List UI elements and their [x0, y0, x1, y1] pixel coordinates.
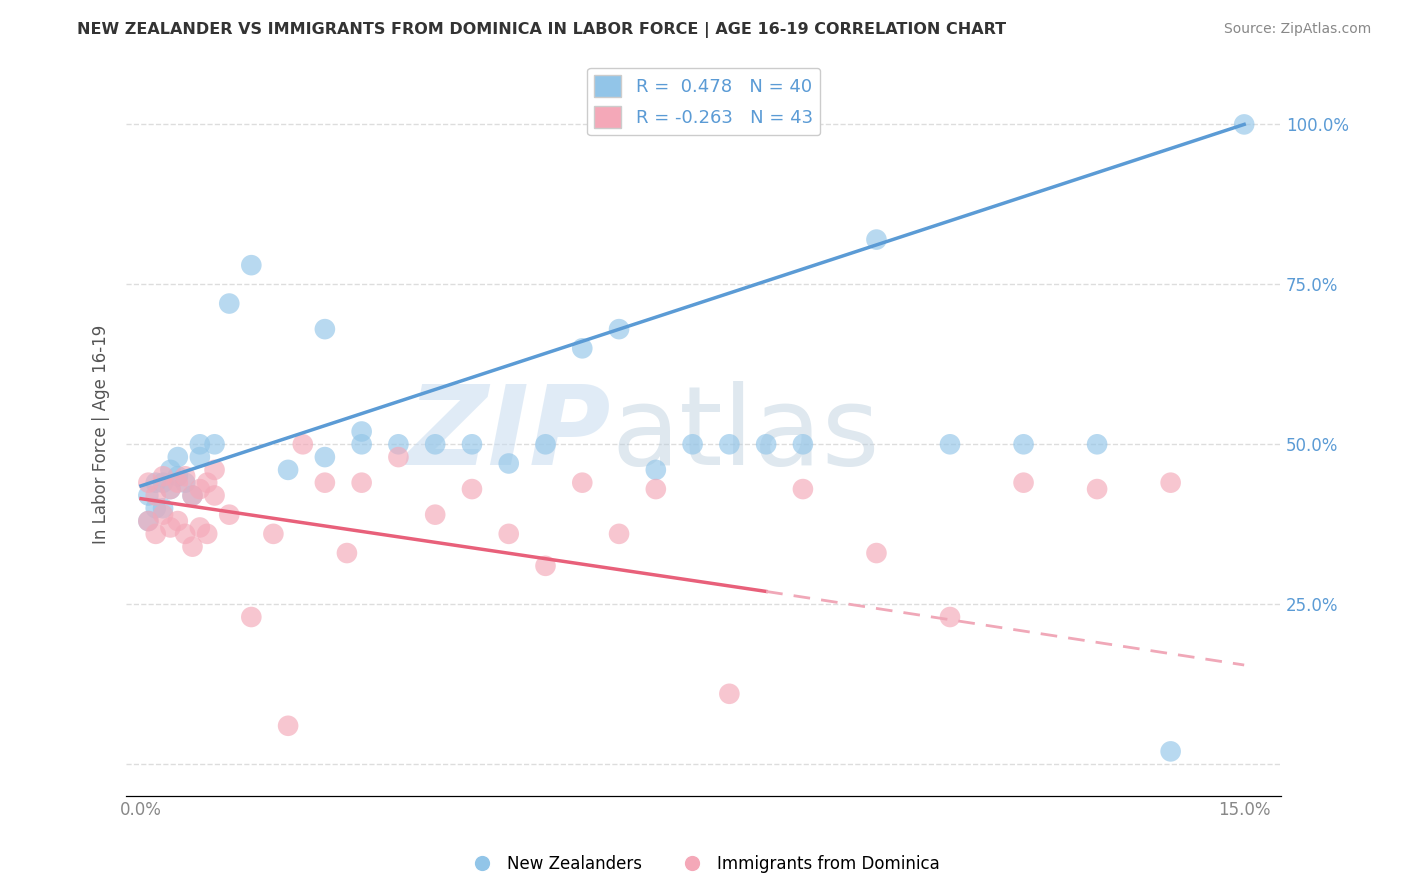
Point	[755, 437, 778, 451]
Point	[218, 508, 240, 522]
Point	[204, 437, 226, 451]
Point	[174, 475, 197, 490]
Point	[159, 520, 181, 534]
Point	[166, 450, 188, 464]
Point	[571, 475, 593, 490]
Point	[204, 463, 226, 477]
Point	[145, 475, 167, 490]
Point	[1233, 117, 1256, 131]
Point	[218, 296, 240, 310]
Y-axis label: In Labor Force | Age 16-19: In Labor Force | Age 16-19	[93, 325, 110, 544]
Point	[1012, 475, 1035, 490]
Point	[166, 475, 188, 490]
Point	[152, 501, 174, 516]
Point	[240, 258, 263, 272]
Point	[314, 322, 336, 336]
Point	[350, 437, 373, 451]
Point	[461, 482, 484, 496]
Point	[939, 437, 962, 451]
Text: NEW ZEALANDER VS IMMIGRANTS FROM DOMINICA IN LABOR FORCE | AGE 16-19 CORRELATION: NEW ZEALANDER VS IMMIGRANTS FROM DOMINIC…	[77, 22, 1007, 38]
Point	[718, 437, 741, 451]
Point	[718, 687, 741, 701]
Point	[152, 508, 174, 522]
Point	[195, 475, 218, 490]
Point	[314, 475, 336, 490]
Point	[277, 719, 299, 733]
Legend: New Zealanders, Immigrants from Dominica: New Zealanders, Immigrants from Dominica	[460, 848, 946, 880]
Point	[174, 526, 197, 541]
Point	[181, 540, 204, 554]
Point	[644, 482, 666, 496]
Point	[138, 514, 160, 528]
Point	[152, 469, 174, 483]
Point	[195, 526, 218, 541]
Point	[262, 526, 284, 541]
Point	[461, 437, 484, 451]
Point	[240, 610, 263, 624]
Point	[498, 526, 520, 541]
Point	[145, 501, 167, 516]
Text: Source: ZipAtlas.com: Source: ZipAtlas.com	[1223, 22, 1371, 37]
Point	[1012, 437, 1035, 451]
Point	[571, 342, 593, 356]
Point	[387, 437, 409, 451]
Point	[188, 482, 211, 496]
Point	[792, 482, 814, 496]
Point	[534, 558, 557, 573]
Point	[166, 469, 188, 483]
Point	[188, 450, 211, 464]
Text: atlas: atlas	[612, 381, 880, 488]
Point	[792, 437, 814, 451]
Point	[291, 437, 314, 451]
Point	[174, 469, 197, 483]
Point	[166, 514, 188, 528]
Point	[350, 475, 373, 490]
Point	[204, 488, 226, 502]
Point	[181, 488, 204, 502]
Point	[607, 526, 630, 541]
Point	[181, 488, 204, 502]
Point	[145, 488, 167, 502]
Point	[159, 482, 181, 496]
Point	[336, 546, 359, 560]
Point	[188, 437, 211, 451]
Point	[498, 457, 520, 471]
Point	[534, 437, 557, 451]
Point	[152, 475, 174, 490]
Text: ZIP: ZIP	[408, 381, 612, 488]
Point	[159, 482, 181, 496]
Point	[387, 450, 409, 464]
Point	[314, 450, 336, 464]
Point	[145, 526, 167, 541]
Point	[425, 508, 447, 522]
Point	[138, 475, 160, 490]
Point	[682, 437, 704, 451]
Point	[138, 488, 160, 502]
Point	[350, 425, 373, 439]
Point	[138, 514, 160, 528]
Legend: R =  0.478   N = 40, R = -0.263   N = 43: R = 0.478 N = 40, R = -0.263 N = 43	[588, 68, 820, 136]
Point	[1085, 437, 1108, 451]
Point	[1160, 475, 1182, 490]
Point	[865, 546, 887, 560]
Point	[159, 463, 181, 477]
Point	[277, 463, 299, 477]
Point	[939, 610, 962, 624]
Point	[1085, 482, 1108, 496]
Point	[188, 520, 211, 534]
Point	[865, 233, 887, 247]
Point	[607, 322, 630, 336]
Point	[425, 437, 447, 451]
Point	[644, 463, 666, 477]
Point	[1160, 744, 1182, 758]
